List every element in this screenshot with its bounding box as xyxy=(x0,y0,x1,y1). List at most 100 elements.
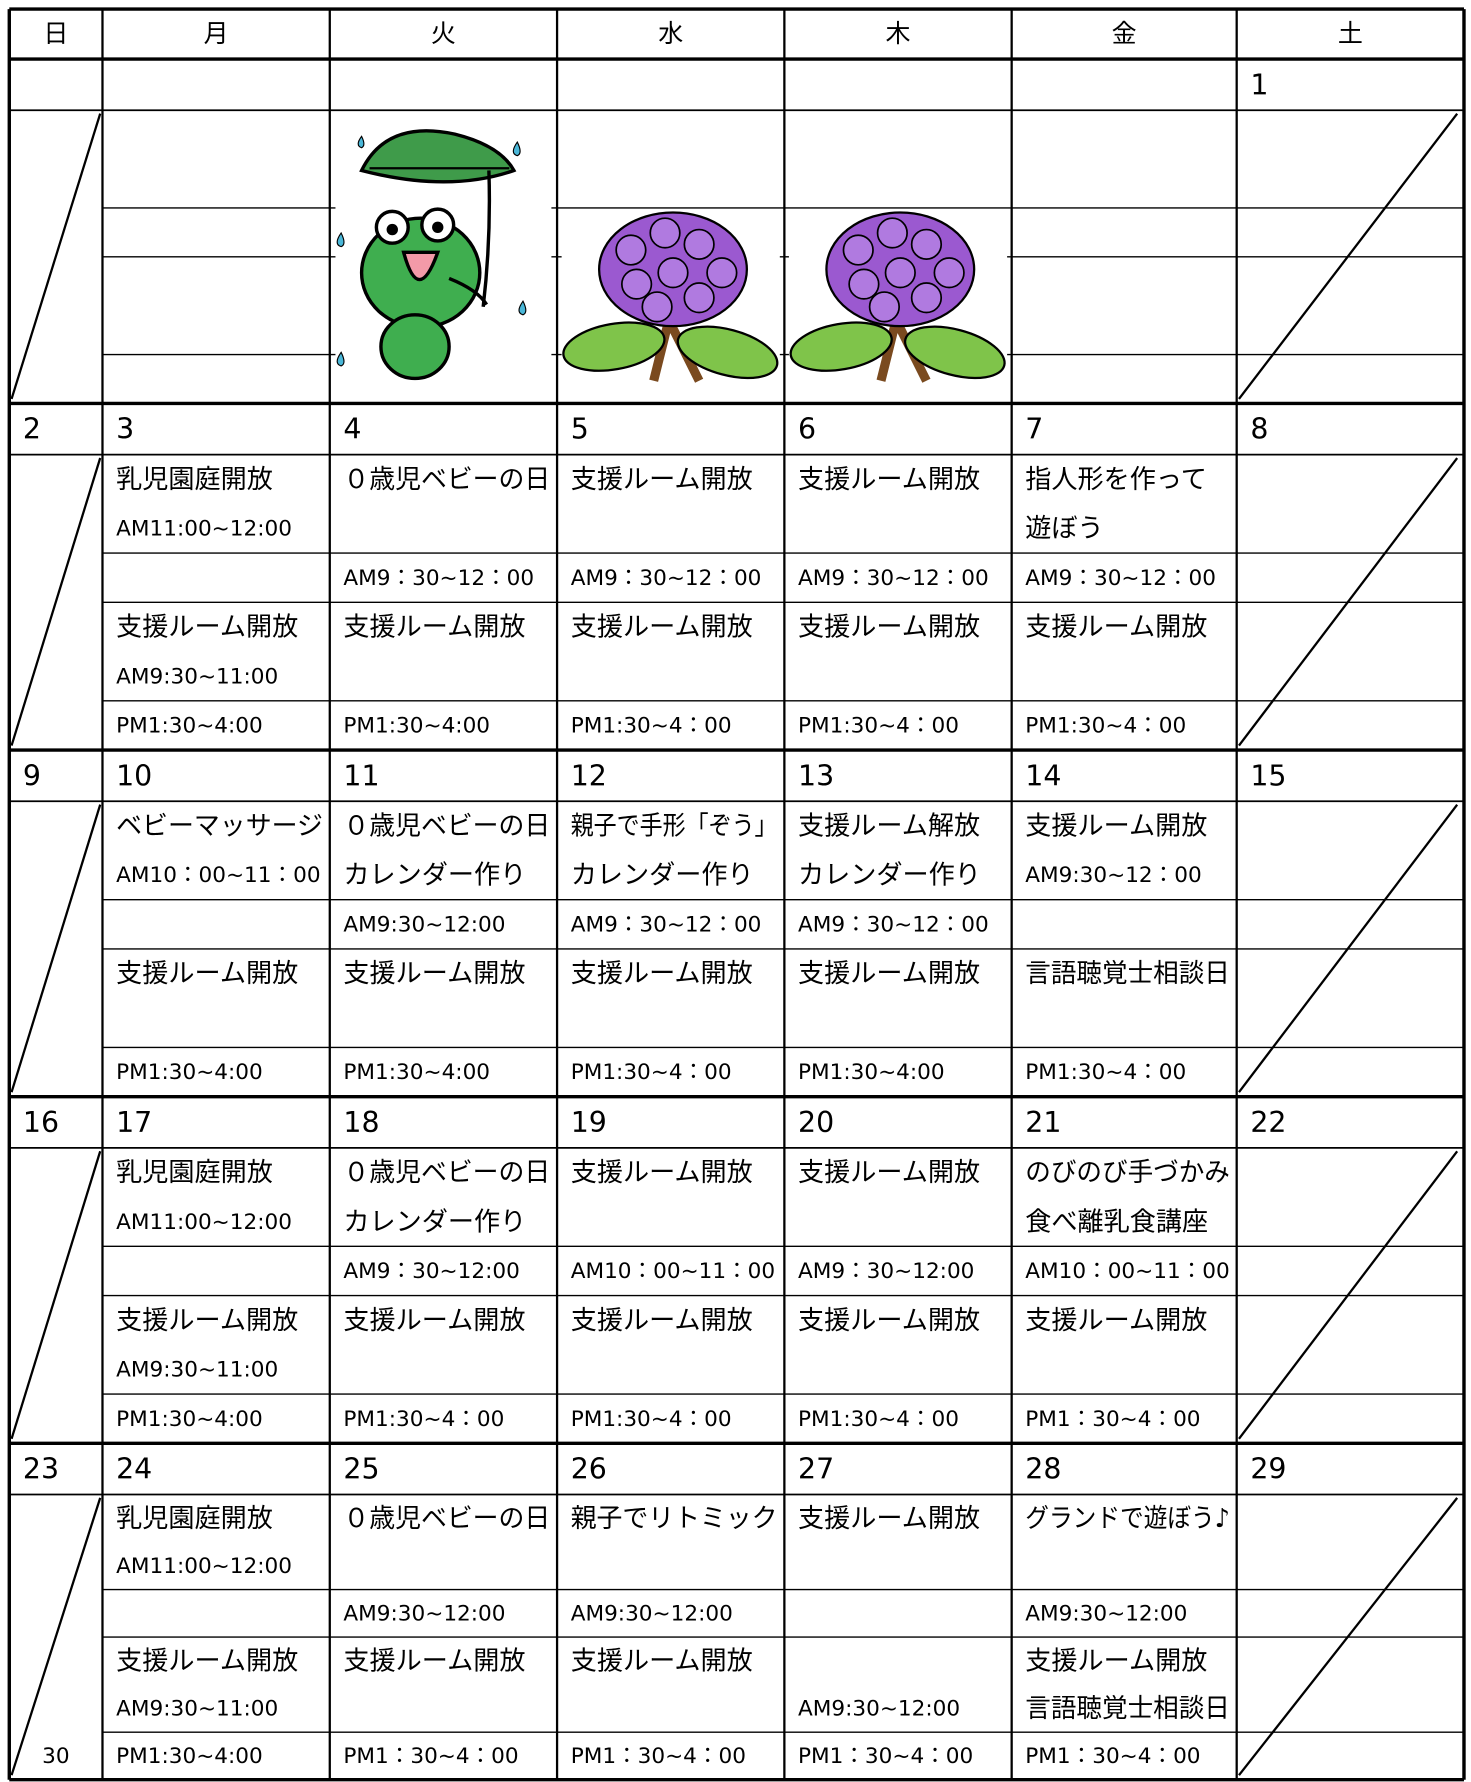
slash xyxy=(10,457,102,746)
date-number: 1 xyxy=(1250,68,1268,101)
date-number: 20 xyxy=(798,1106,834,1139)
slash xyxy=(10,1150,102,1440)
event-text: カレンダー作り xyxy=(343,861,526,891)
event-text: PM1:30~4:00 xyxy=(116,1060,263,1085)
event-text: 支援ルーム開放 xyxy=(798,959,980,989)
event-text: PM1:30~4:00 xyxy=(343,714,490,739)
event-text: 支援ルーム開放 xyxy=(798,613,980,643)
event-text: ０歳児ベビーの日 xyxy=(343,811,550,841)
event-text: 支援ルーム開放 xyxy=(798,1306,980,1336)
weekday-header: 土 xyxy=(1338,19,1363,48)
event-text: 支援ルーム開放 xyxy=(571,1158,753,1188)
slash xyxy=(10,804,102,1093)
event-text: 乳児園庭開放 xyxy=(116,465,273,495)
event-text: ０歳児ベビーの日 xyxy=(343,1158,550,1188)
event-text: PM1:30~4：00 xyxy=(1025,1060,1186,1085)
event-text: PM1:30~4：00 xyxy=(798,714,959,739)
event-text: 親子で手形「ぞう」 xyxy=(571,811,778,841)
date-number: 21 xyxy=(1025,1106,1061,1139)
event-text: PM1:30~4：00 xyxy=(571,1407,732,1432)
event-text: ベビーマッサージ xyxy=(116,811,323,841)
date-number: 3 xyxy=(116,413,134,446)
date-number: 11 xyxy=(343,759,379,792)
weekday-header: 木 xyxy=(886,19,911,48)
date-number: 17 xyxy=(116,1106,152,1139)
event-text: AM9：30~12：00 xyxy=(343,566,534,591)
event-text: カレンダー作り xyxy=(571,861,754,891)
event-text: AM9：30~12:00 xyxy=(343,1259,519,1284)
event-text: AM10：00~11：00 xyxy=(116,863,320,888)
date-number: 29 xyxy=(1250,1453,1286,1486)
event-text: 支援ルーム開放 xyxy=(116,1306,298,1336)
slash xyxy=(1238,112,1459,400)
weekday-header: 火 xyxy=(431,19,456,48)
event-text: PM1:30~4：00 xyxy=(571,714,732,739)
event-text: AM9：30~12：00 xyxy=(798,912,989,937)
event-text: PM1:30~4：00 xyxy=(343,1407,504,1432)
event-text: 支援ルーム開放 xyxy=(343,613,525,643)
grid xyxy=(7,7,1466,1782)
event-text: AM9：30~12：00 xyxy=(1025,566,1216,591)
date-number: 23 xyxy=(23,1453,59,1486)
event-text: AM9：30~12:00 xyxy=(798,1259,974,1284)
event-text: 乳児園庭開放 xyxy=(116,1504,273,1534)
date-number: 14 xyxy=(1025,759,1061,792)
event-text: AM9:30~12:00 xyxy=(798,1697,960,1722)
texts: 日月火水木金土12 3乳児園庭開放AM11:00~12:00支援ルーム開放AM9:… xyxy=(23,19,1363,1769)
event-text: 食べ離乳食講座 xyxy=(1025,1207,1208,1237)
event-text: 支援ルーム開放 xyxy=(798,1504,980,1534)
date-number: 10 xyxy=(116,759,152,792)
slash xyxy=(10,113,102,400)
date-number: 28 xyxy=(1025,1453,1061,1486)
event-text: AM11:00~12:00 xyxy=(116,517,292,542)
date-number: 8 xyxy=(1250,413,1268,446)
weekday-header: 金 xyxy=(1112,19,1137,48)
date-number: 27 xyxy=(798,1453,834,1486)
event-text: 指人形を作って xyxy=(1025,465,1207,495)
event-text: 支援ルーム開放 xyxy=(1025,811,1207,841)
date-number: 5 xyxy=(571,413,589,446)
event-text: 支援ルーム解放 xyxy=(798,811,980,841)
date-number: 4 xyxy=(343,413,361,446)
event-text: 支援ルーム開放 xyxy=(116,1647,298,1677)
event-text: PM1:30~4：00 xyxy=(1025,714,1186,739)
event-text: 30 xyxy=(42,1744,69,1769)
event-text: PM1:30~4:00 xyxy=(116,1744,263,1769)
event-text: PM1:30~4：00 xyxy=(798,1407,959,1432)
event-text: AM10：00~11：00 xyxy=(1025,1259,1229,1284)
hydrangea-illustration xyxy=(561,210,780,393)
slash xyxy=(1238,803,1459,1093)
event-text: グランドで遊ぼう♪ xyxy=(1025,1504,1230,1534)
event-text: 支援ルーム開放 xyxy=(571,465,753,495)
date-number: 18 xyxy=(343,1106,379,1139)
event-text: AM11:00~12:00 xyxy=(116,1554,292,1579)
date-number: 22 xyxy=(1250,1106,1286,1139)
frog-illustration xyxy=(335,113,552,401)
event-text: PM1:30~4:00 xyxy=(116,714,263,739)
event-text: AM9:30~11:00 xyxy=(116,1358,278,1383)
event-text: 支援ルーム開放 xyxy=(571,613,753,643)
event-text: PM1:30~4：00 xyxy=(571,1060,732,1085)
event-text: 言語聴覚士相談日 xyxy=(1025,1694,1230,1724)
event-text: AM9:30~12:00 xyxy=(343,1601,505,1626)
event-text: PM1：30~4：00 xyxy=(343,1744,518,1769)
slash xyxy=(1238,1497,1459,1776)
date-number: 13 xyxy=(798,759,834,792)
event-text: 支援ルーム開放 xyxy=(798,465,980,495)
date-number: 25 xyxy=(343,1453,379,1486)
event-text: 親子でリトミック xyxy=(571,1504,778,1534)
date-number: 15 xyxy=(1250,759,1286,792)
weekday-header: 日 xyxy=(43,19,68,48)
date-number: 24 xyxy=(116,1453,152,1486)
date-number: 2 xyxy=(23,413,41,446)
event-text: AM10：00~11：00 xyxy=(571,1259,775,1284)
event-text: のびのび手づかみ xyxy=(1025,1158,1230,1188)
event-text: 支援ルーム開放 xyxy=(571,1647,753,1677)
event-text: 支援ルーム開放 xyxy=(1025,1647,1207,1677)
event-text: 支援ルーム開放 xyxy=(798,1158,980,1188)
hydrangea-illustration xyxy=(788,210,1008,393)
event-text: AM9：30~12：00 xyxy=(571,912,762,937)
event-text: カレンダー作り xyxy=(343,1207,526,1237)
date-number: 12 xyxy=(571,759,607,792)
